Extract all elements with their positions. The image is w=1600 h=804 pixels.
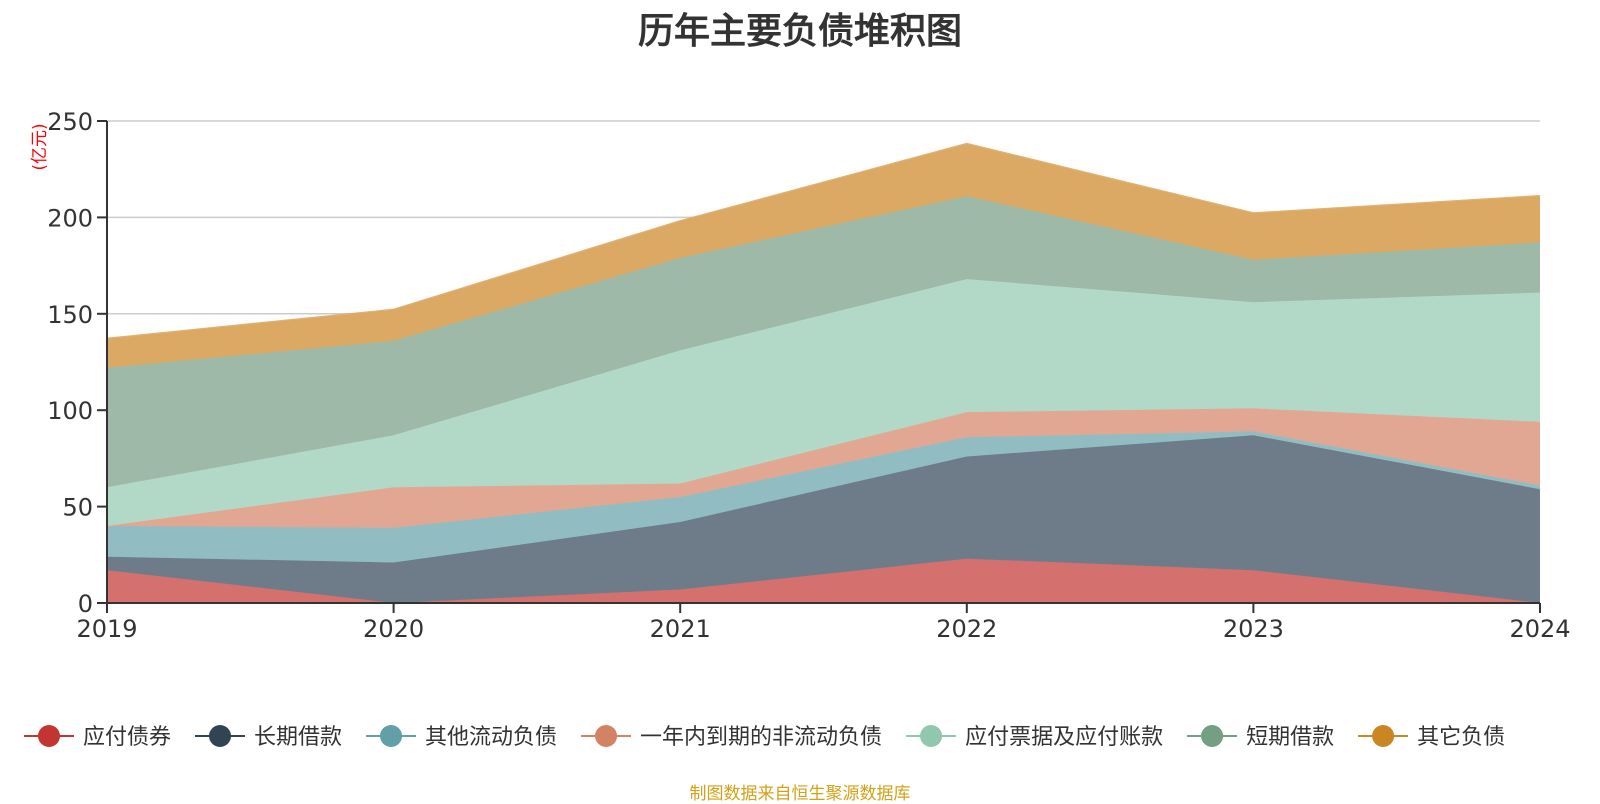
legend-label-3: 一年内到期的非流动负债 — [640, 725, 882, 750]
x-tick-label-2020: 2020 — [363, 615, 424, 643]
area-series-4 — [107, 279, 1540, 526]
legend-item-1: 长期借款 — [195, 725, 342, 750]
legend-item-2: 其他流动负债 — [366, 725, 557, 750]
legend-item-6: 其它负债 — [1358, 725, 1505, 750]
axes: 0 50 100 150 200 250 2019 2020 2021 2022 2023 2024 — [47, 108, 1570, 643]
area-series-3 — [107, 408, 1540, 528]
legend-item-0: 应付债券 — [24, 725, 171, 750]
legend-item-3: 一年内到期的非流动负债 — [581, 725, 882, 750]
source-note: 制图数据来自恒生聚源数据库 — [689, 784, 911, 804]
legend-label-6: 其它负债 — [1417, 725, 1505, 750]
legend-marker-3 — [595, 725, 618, 747]
area-series-5 — [107, 196, 1540, 488]
legend-marker-2 — [380, 725, 403, 747]
legend-marker-1 — [209, 725, 232, 747]
y-tick-label-200: 200 — [47, 204, 93, 232]
area-series-6 — [107, 144, 1540, 368]
x-tick-label-2019: 2019 — [76, 615, 137, 643]
area-series-2 — [107, 431, 1540, 563]
legend-marker-0 — [38, 725, 60, 747]
legend-label-1: 长期借款 — [254, 725, 342, 750]
legend-label-2: 其他流动负债 — [425, 725, 557, 750]
legend-item-5: 短期借款 — [1187, 725, 1334, 750]
area-edge-6 — [106, 142, 1541, 341]
legend-label-5: 短期借款 — [1246, 725, 1334, 750]
x-tick-label-2024: 2024 — [1509, 615, 1570, 643]
legend-item-4: 应付票据及应付账款 — [906, 725, 1163, 750]
x-tick-label-2022: 2022 — [936, 615, 997, 643]
x-tick-label-2023: 2023 — [1223, 615, 1284, 643]
area-series — [106, 142, 1541, 605]
y-tick-label-100: 100 — [47, 397, 93, 425]
legend-label-0: 应付债券 — [83, 725, 171, 750]
area-series-1 — [107, 435, 1540, 603]
y-tick-label-0: 0 — [78, 590, 93, 618]
legend-marker-4 — [920, 725, 943, 747]
area-series-0 — [107, 558, 1540, 603]
legend-label-4: 应付票据及应付账款 — [965, 725, 1163, 750]
x-tick-label-2021: 2021 — [650, 615, 711, 643]
legend: 应付债券 长期借款 其他流动负债 一年内到期的非流动负债 应付票据及应付账款 短期借款 其它… — [24, 725, 1505, 750]
y-axis-unit-label: (亿元) — [30, 123, 50, 170]
y-tick-label-150: 150 — [47, 301, 93, 329]
y-tick-label-250: 250 — [47, 108, 93, 136]
legend-marker-6 — [1372, 725, 1395, 747]
chart-title: 历年主要负债堆积图 — [637, 11, 962, 52]
legend-marker-5 — [1201, 725, 1224, 747]
y-tick-label-50: 50 — [62, 494, 93, 522]
